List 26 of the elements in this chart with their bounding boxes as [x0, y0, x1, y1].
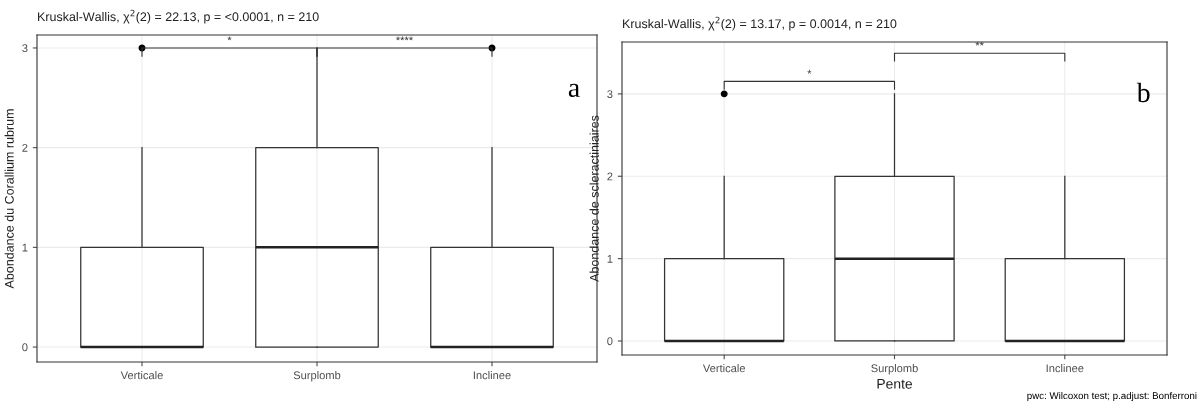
text: pwc: Wilcoxon test; p.adjust: Bonferroni	[1027, 391, 1197, 401]
y-tick-label: 1	[22, 243, 28, 252]
annotation: **	[975, 41, 984, 46]
x-tick-label: Inclinee	[473, 371, 511, 380]
chart-title: Kruskal-Wallis, χ$^{2}$(2) = 13.17, p = 0.0014, n = 210	[623, 16, 897, 31]
y-tick-label: 2	[607, 172, 613, 181]
chart-title: Kruskal-Wallis, χ$^{2}$(2) = 22.13, p = <0.0001, n = 210	[38, 9, 319, 24]
x-tick-label: Verticale	[702, 364, 745, 373]
y-axis-title: Abondance de scleractiniaires	[589, 115, 599, 282]
x-tick-label: Verticale	[120, 371, 163, 380]
annotation: *	[807, 69, 812, 74]
y-tick-label: 0	[607, 337, 613, 346]
x-tick-label: Surplomb	[293, 371, 341, 382]
y-tick-label: 1	[607, 255, 613, 263]
y-axis-title: Abondance du Corallium rubrum	[4, 109, 14, 289]
y-tick-label: 3	[607, 90, 613, 99]
y-tick-label: 0	[22, 343, 28, 352]
y-tick-label: 3	[22, 44, 28, 53]
x-tick-label: Surplomb	[871, 364, 918, 375]
x-tick-label: Inclinee	[1046, 364, 1084, 373]
annotation: a	[568, 83, 580, 98]
y-tick-label: 2	[22, 143, 28, 152]
annotation: b	[1136, 82, 1150, 103]
annotation: *	[227, 36, 232, 41]
x-axis-title: Pente	[877, 379, 913, 389]
annotation: ****	[396, 36, 413, 41]
